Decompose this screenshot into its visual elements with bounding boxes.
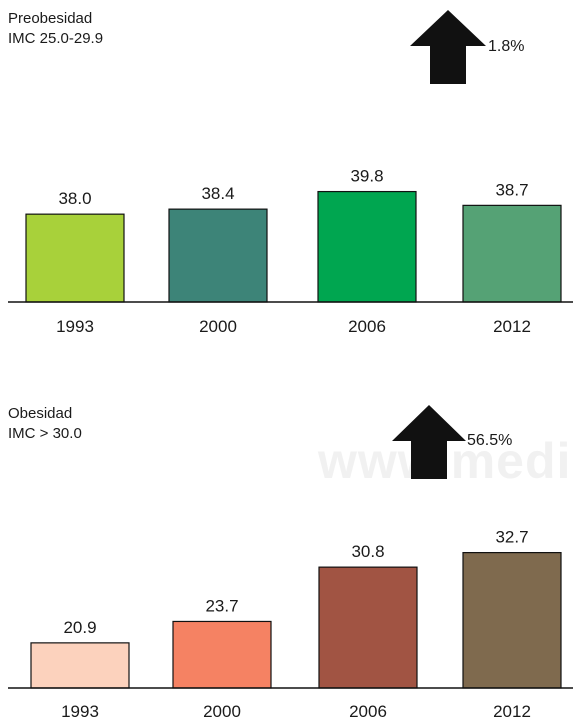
x-tick-label: 2006 — [348, 317, 386, 336]
bar-1993 — [30, 642, 130, 689]
chart-title: Obesidad — [8, 405, 73, 422]
data-label: 38.7 — [495, 180, 528, 199]
x-tick-label: 2012 — [493, 317, 531, 336]
change-percent: 56.5% — [467, 432, 513, 449]
bar-2000 — [168, 208, 268, 303]
x-tick-label: 1993 — [56, 317, 94, 336]
bar-2006 — [317, 190, 417, 303]
bar-2006 — [318, 566, 418, 689]
bar-2012 — [462, 204, 562, 303]
bar-2000 — [172, 620, 272, 689]
x-tick-label: 1993 — [61, 702, 99, 721]
data-label: 23.7 — [205, 596, 238, 615]
data-label: 20.9 — [63, 618, 96, 637]
bar-chart: 20.9 1993 23.7 2000 30.8 2006 32.7 2012 — [8, 528, 573, 721]
bar-2012 — [462, 551, 562, 689]
change-percent: 1.8% — [488, 38, 525, 55]
data-label: 32.7 — [495, 528, 528, 547]
x-tick-label: 2006 — [349, 702, 387, 721]
up-arrow-icon — [392, 405, 466, 479]
data-label: 39.8 — [350, 167, 383, 186]
data-label: 30.8 — [351, 542, 384, 561]
x-tick-label: 2012 — [493, 702, 531, 721]
chart-subtitle: IMC 25.0-29.9 — [8, 30, 104, 47]
bar-1993 — [25, 213, 125, 303]
data-label: 38.0 — [58, 189, 91, 208]
obesidad-panel: Obesidad IMC > 30.0 56.5% 20.9 1993 23.7 20… — [0, 395, 573, 721]
chart-subtitle: IMC > 30.0 — [8, 425, 82, 442]
bar-chart: 38.0 1993 38.4 2000 39.8 2006 38.7 2012 — [8, 167, 573, 336]
up-arrow-icon — [410, 10, 486, 84]
x-tick-label: 2000 — [203, 702, 241, 721]
chart-title: Preobesidad — [8, 10, 93, 27]
x-tick-label: 2000 — [199, 317, 237, 336]
preobesidad-panel: Preobesidad IMC 25.0-29.9 1.8% 38.0 1993 3… — [0, 0, 573, 360]
data-label: 38.4 — [201, 184, 234, 203]
